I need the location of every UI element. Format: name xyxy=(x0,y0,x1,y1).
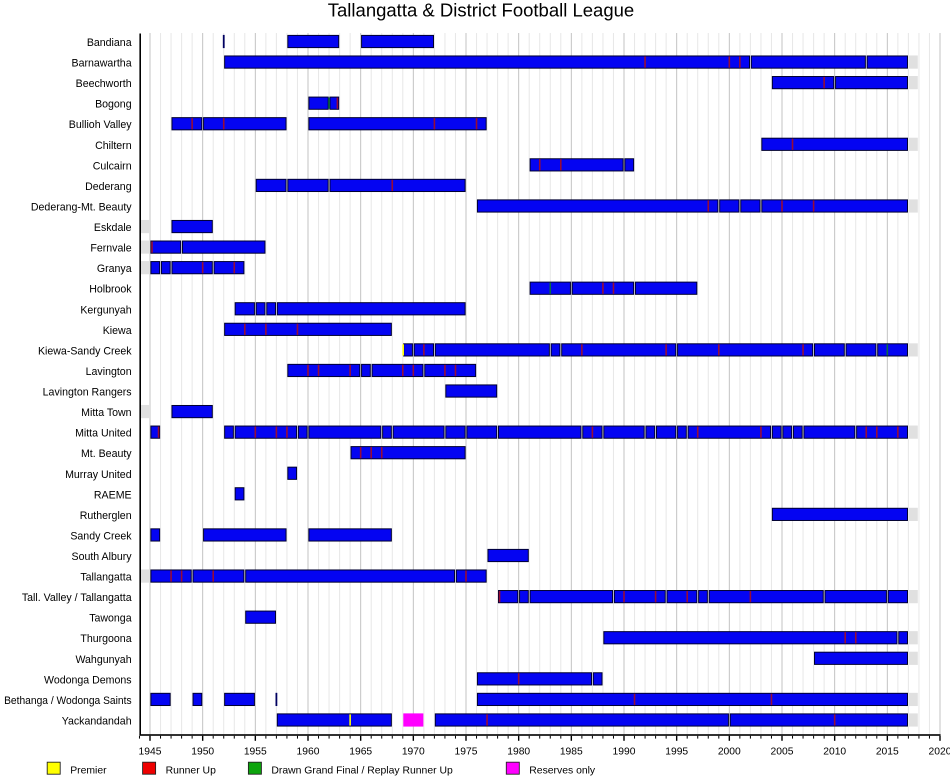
svg-text:1950: 1950 xyxy=(191,747,214,758)
svg-text:Bogong: Bogong xyxy=(95,99,132,111)
svg-text:Mitta United: Mitta United xyxy=(75,428,132,440)
svg-text:2005: 2005 xyxy=(771,747,794,758)
svg-text:1965: 1965 xyxy=(349,747,372,758)
svg-text:2000: 2000 xyxy=(718,747,741,758)
svg-text:South Albury: South Albury xyxy=(72,551,133,563)
svg-text:Reserves only: Reserves only xyxy=(529,766,596,777)
svg-text:Tallangatta & District Footbal: Tallangatta & District Football League xyxy=(328,0,634,20)
svg-text:Fernvale: Fernvale xyxy=(90,243,131,255)
svg-text:1990: 1990 xyxy=(613,747,636,758)
svg-text:Tall. Valley / Tallangatta: Tall. Valley / Tallangatta xyxy=(22,592,132,604)
svg-text:Dederang: Dederang xyxy=(85,181,132,193)
svg-text:Runner Up: Runner Up xyxy=(166,766,216,777)
svg-text:1945: 1945 xyxy=(139,747,162,758)
svg-text:Bullioh Valley: Bullioh Valley xyxy=(69,119,133,131)
svg-text:Beechworth: Beechworth xyxy=(76,78,132,90)
svg-text:Kiewa-Sandy Creek: Kiewa-Sandy Creek xyxy=(38,345,132,357)
svg-text:Wodonga Demons: Wodonga Demons xyxy=(44,674,132,686)
svg-text:Rutherglen: Rutherglen xyxy=(80,510,132,522)
svg-text:Lavington: Lavington xyxy=(86,366,132,378)
svg-text:Culcairn: Culcairn xyxy=(93,160,132,172)
svg-text:Mt. Beauty: Mt. Beauty xyxy=(81,448,132,460)
svg-text:Chiltern: Chiltern xyxy=(95,140,132,152)
svg-text:Bethanga / Wodonga Saints: Bethanga / Wodonga Saints xyxy=(4,695,132,707)
svg-text:1975: 1975 xyxy=(455,747,478,758)
svg-text:1985: 1985 xyxy=(560,747,583,758)
svg-text:Holbrook: Holbrook xyxy=(89,284,132,296)
svg-text:Thurgoona: Thurgoona xyxy=(80,633,131,645)
svg-text:Mitta Town: Mitta Town xyxy=(81,407,132,419)
svg-text:Premier: Premier xyxy=(70,766,107,777)
svg-text:Lavington Rangers: Lavington Rangers xyxy=(43,387,132,399)
svg-text:2010: 2010 xyxy=(823,747,846,758)
svg-text:2015: 2015 xyxy=(876,747,899,758)
svg-text:1980: 1980 xyxy=(507,747,530,758)
svg-text:RAEME: RAEME xyxy=(94,489,132,501)
svg-text:Bandiana: Bandiana xyxy=(87,37,132,49)
svg-text:Barnawartha: Barnawartha xyxy=(72,58,132,70)
svg-text:1995: 1995 xyxy=(665,747,688,758)
svg-text:Drawn Grand Final / Replay Run: Drawn Grand Final / Replay Runner Up xyxy=(271,766,453,777)
svg-text:Sandy Creek: Sandy Creek xyxy=(70,530,132,542)
svg-text:Tawonga: Tawonga xyxy=(89,613,132,625)
svg-text:Dederang-Mt. Beauty: Dederang-Mt. Beauty xyxy=(31,201,132,213)
svg-text:Wahgunyah: Wahgunyah xyxy=(75,654,131,666)
svg-text:1970: 1970 xyxy=(402,747,425,758)
svg-text:Kergunyah: Kergunyah xyxy=(80,304,131,316)
svg-text:1960: 1960 xyxy=(297,747,320,758)
svg-text:Tallangatta: Tallangatta xyxy=(80,572,131,584)
svg-text:Murray United: Murray United xyxy=(65,469,132,481)
svg-text:Eskdale: Eskdale xyxy=(94,222,132,234)
svg-text:Yackandandah: Yackandandah xyxy=(62,715,132,727)
svg-text:2020: 2020 xyxy=(929,747,950,758)
svg-text:1955: 1955 xyxy=(244,747,267,758)
svg-text:Granya: Granya xyxy=(97,263,132,275)
svg-text:Kiewa: Kiewa xyxy=(103,325,132,337)
